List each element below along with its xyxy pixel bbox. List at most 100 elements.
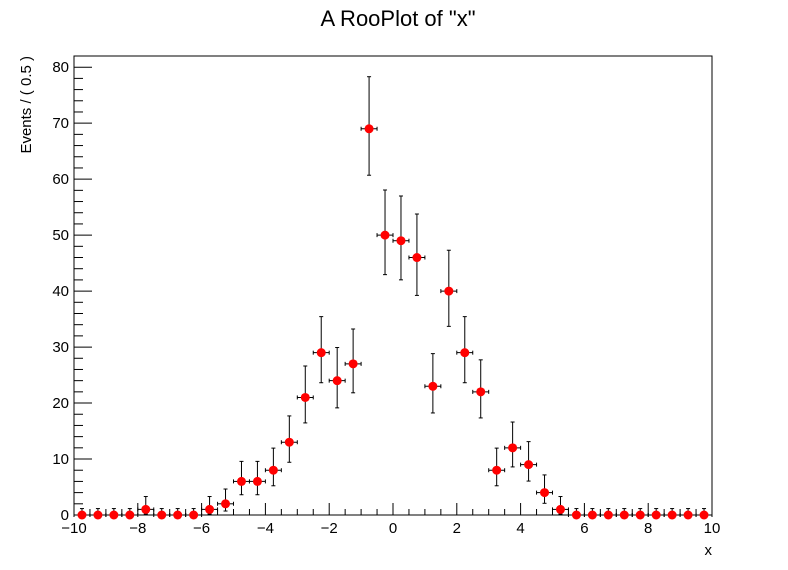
data-point: [280, 415, 298, 463]
data-marker: [141, 504, 151, 514]
x-axis: −10 −8 −6 −4 −2 0 2 4 6 8 10: [61, 503, 720, 537]
y-tick-label: 50: [52, 227, 69, 244]
data-marker: [205, 504, 215, 514]
data-points: [73, 76, 713, 520]
data-point: [169, 508, 187, 520]
data-marker: [125, 510, 135, 520]
y-tick-label: 80: [52, 59, 69, 76]
y-tick-label: 60: [52, 171, 69, 188]
x-tick-label: 10: [704, 520, 721, 537]
data-point: [248, 460, 266, 496]
data-point: [344, 328, 362, 394]
data-point: [105, 508, 123, 520]
data-marker: [667, 510, 677, 520]
data-point: [679, 508, 697, 520]
data-marker: [587, 510, 597, 520]
y-tick-label: 10: [52, 451, 69, 468]
x-tick-label: 0: [389, 520, 397, 537]
data-marker: [651, 510, 661, 520]
data-point: [488, 447, 506, 487]
x-tick-label: −6: [193, 520, 210, 537]
data-marker: [555, 504, 565, 514]
x-tick-label: 2: [453, 520, 461, 537]
data-point: [73, 508, 91, 520]
y-tick-label: 20: [52, 395, 69, 412]
x-tick-label: −10: [61, 520, 86, 537]
data-marker: [77, 510, 87, 520]
data-marker: [380, 230, 390, 240]
data-point: [631, 508, 649, 520]
data-marker: [699, 510, 709, 520]
data-point: [312, 316, 330, 384]
data-point: [663, 508, 681, 520]
data-point: [567, 508, 585, 520]
data-marker: [316, 348, 326, 358]
data-marker: [300, 392, 310, 402]
data-marker: [524, 460, 534, 470]
data-point: [599, 508, 617, 520]
data-point: [392, 195, 410, 281]
data-marker: [683, 510, 693, 520]
data-point: [456, 316, 474, 384]
data-marker: [221, 499, 231, 509]
y-tick-label: 30: [52, 339, 69, 356]
data-marker: [635, 510, 645, 520]
data-point: [296, 365, 314, 424]
data-point: [360, 76, 378, 176]
data-point: [121, 508, 139, 520]
y-axis-label: Events / ( 0.5 ): [18, 56, 35, 154]
data-point: [185, 508, 203, 520]
data-marker: [252, 476, 262, 486]
x-tick-label: 4: [516, 520, 524, 537]
chart-title: A RooPlot of "x": [320, 6, 475, 31]
data-point: [472, 359, 490, 419]
data-marker: [428, 381, 438, 391]
data-point: [552, 496, 569, 515]
data-marker: [492, 465, 502, 475]
data-point: [583, 508, 601, 520]
data-marker: [173, 510, 183, 520]
y-tick-label: 40: [52, 283, 69, 300]
data-marker: [476, 387, 486, 397]
data-marker: [93, 510, 103, 520]
data-marker: [444, 286, 454, 296]
data-marker: [284, 437, 294, 447]
y-tick-label: 0: [61, 507, 69, 524]
data-point: [520, 441, 538, 482]
data-point: [89, 508, 107, 520]
data-point: [328, 347, 346, 409]
data-point: [408, 213, 426, 296]
data-marker: [157, 510, 167, 520]
x-axis-label: x: [705, 542, 713, 559]
data-point: [264, 447, 282, 487]
y-tick-label: 70: [52, 115, 69, 132]
data-point: [217, 488, 234, 512]
data-point: [695, 508, 713, 520]
x-tick-label: −8: [129, 520, 146, 537]
data-point: [647, 508, 665, 520]
data-marker: [508, 443, 518, 453]
data-marker: [619, 510, 629, 520]
data-point: [424, 353, 442, 414]
data-point: [440, 249, 458, 327]
plot-frame: [73, 55, 713, 516]
data-marker: [332, 376, 342, 386]
data-marker: [189, 510, 199, 520]
data-marker: [460, 348, 470, 358]
data-point: [615, 508, 633, 520]
x-tick-label: 8: [644, 520, 652, 537]
data-marker: [412, 253, 422, 263]
data-marker: [348, 359, 358, 369]
data-marker: [540, 488, 550, 498]
data-point: [233, 460, 250, 496]
data-marker: [364, 124, 374, 134]
data-point: [137, 496, 155, 515]
x-tick-label: −2: [321, 520, 338, 537]
data-marker: [396, 236, 406, 246]
data-point: [376, 189, 394, 276]
y-axis: 0 10 20 30 40 50 60 70 80: [52, 55, 92, 524]
x-tick-label: 6: [580, 520, 588, 537]
data-marker: [268, 465, 278, 475]
data-point: [201, 496, 219, 515]
